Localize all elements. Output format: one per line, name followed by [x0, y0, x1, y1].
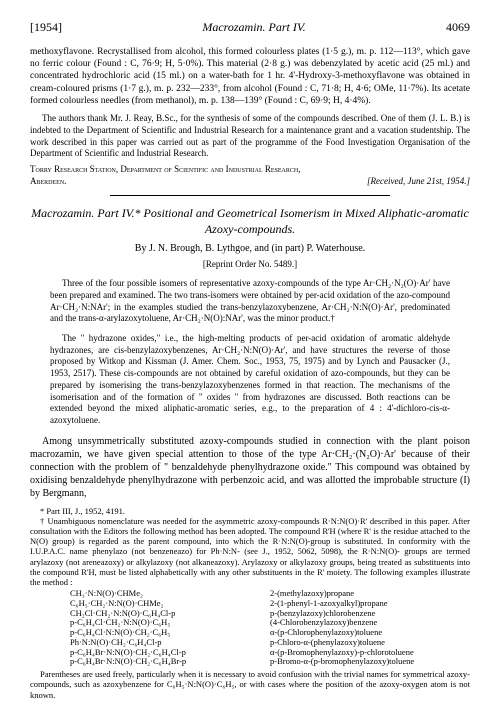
header-year: [1954] — [30, 20, 62, 36]
article-authors: By J. N. Brough, B. Lythgoe, and (in par… — [30, 242, 470, 255]
acknowledgment: The authors thank Mr. J. Reay, B.Sc., fo… — [30, 113, 470, 160]
footnote-end: Parentheses are used freely, particularl… — [30, 669, 470, 700]
body-paragraph: Among unsymmetrically substituted azoxy-… — [30, 435, 470, 500]
received-date: [Received, June 21st, 1954.] — [367, 176, 470, 188]
chem-formula: p-C₆H₄Br·N:N(O)·CH₂·C₆H₄Br-p — [70, 657, 270, 667]
chemical-examples: CH₃·N:N(O)·CHMe₂C₆H₅·CH₂·N:N(O)·CHMe₂CH₂… — [30, 589, 470, 667]
reprint-order: [Reprint Order No. 5489.] — [30, 259, 470, 271]
chem-name: p-Bromo-α-(p-bromophenylazoxy)toluene — [270, 657, 470, 667]
footnote-star: * Part III, J., 1952, 4191. — [30, 506, 470, 516]
chem-col-right: 2-(methylazoxy)propane2-(1-phenyl-1-azox… — [270, 589, 470, 667]
abstract-p2: The " hydrazone oxides," i.e., the high-… — [50, 333, 450, 427]
footnote-dagger: † Unambiguous nomenclature was needed fo… — [30, 516, 470, 587]
header-page: 4069 — [446, 20, 470, 36]
affiliation: Torry Research Station, Department of Sc… — [30, 164, 310, 187]
running-header: [1954] Macrozamin. Part IV. 4069 — [30, 20, 470, 36]
intro-paragraph: methoxyflavone. Recrystallised from alco… — [30, 46, 470, 108]
abstract-p1: Three of the four possible isomers of re… — [50, 278, 450, 325]
header-title: Macrozamin. Part IV. — [202, 20, 305, 36]
article-title: Macrozamin. Part IV.* Positional and Geo… — [30, 206, 470, 237]
chem-col-left: CH₃·N:N(O)·CHMe₂C₆H₅·CH₂·N:N(O)·CHMe₂CH₂… — [70, 589, 270, 667]
divider — [110, 195, 390, 196]
